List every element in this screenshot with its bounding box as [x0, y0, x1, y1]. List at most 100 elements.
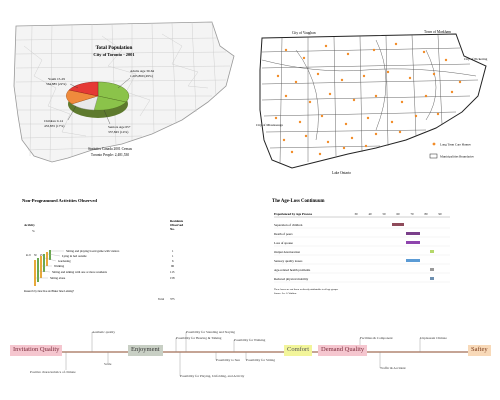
age-row-3-label: Output deterioration [274, 250, 300, 254]
activities-chart: Non-Programmed Activities Observed Activ… [22, 198, 184, 301]
node-playing: Possibility for Playing, Unfolding, and … [180, 374, 245, 378]
comfort-box: Comfort [284, 345, 313, 356]
source-line-1: Statistics Canada 2001 Census [88, 147, 133, 151]
age-row-5-label: Age-related health problems [274, 268, 311, 272]
activity-row-4-label: Sitting and talking with one or more res… [52, 270, 108, 274]
age-tick-80: 80 [425, 212, 429, 216]
activities-col-residents-3: No. [170, 227, 175, 231]
label-lake-ontario: Lake Ontario [332, 171, 351, 175]
activity-row-5-value: 158 [170, 276, 175, 280]
activity-row-5-label: Sitting alone [50, 276, 66, 280]
age-row-6-label: Reduced physical mobility [274, 277, 309, 281]
activity-row-1-value: 1 [172, 254, 174, 258]
age-loss-panel: The Age-Loss Continuum Experienced by Ag… [270, 196, 470, 308]
label-seniors: Seniors Age 65+ [108, 125, 131, 129]
age-tick-90: 90 [439, 212, 443, 216]
population-title: Total Population [96, 45, 133, 51]
activities-title: Non-Programmed Activities Observed [22, 198, 97, 203]
activity-row-3-value: 96 [171, 264, 175, 268]
node-climate: Unpleasant Climate [420, 336, 447, 340]
label-youth-value: 564,885 (22%) [46, 82, 66, 87]
age-bar-death-peers [406, 232, 420, 235]
node-facilities: Facilities & Component [360, 336, 393, 340]
activities-col-pct: % [32, 229, 35, 233]
label-vaughan: City of Vaughan [292, 31, 316, 35]
age-loss-chart: The Age-Loss Continuum Experienced by Ag… [272, 199, 450, 295]
label-youth: Youth 15-29 [48, 77, 65, 81]
age-tick-50: 50 [383, 212, 387, 216]
activity-leaders [36, 250, 64, 279]
node-positive-climate: Positive characteristics of climate [30, 370, 76, 374]
invitation-quality-box: Invitation Quality [10, 345, 63, 356]
age-row-1-label: Death of peers [274, 232, 293, 236]
age-tick-40: 40 [369, 212, 373, 216]
timeline-svg [52, 332, 476, 376]
age-bar-spouse [406, 241, 420, 244]
axis-label-3: 25 [40, 254, 43, 257]
age-row-4-label: Sensory quality losses [274, 259, 303, 263]
pie-slice-adults [97, 81, 130, 103]
label-adults-value: 1,265,860 (49%) [130, 74, 153, 79]
node-sitting: Possibility for Sitting [246, 358, 276, 362]
age-bar-separation [392, 223, 404, 226]
population-map-panel: Total Population City of Toronto - 2001 … [12, 16, 238, 168]
tract-lines [15, 21, 231, 163]
activities-col-residents-2: Observed [170, 223, 183, 227]
road-network [261, 34, 479, 165]
activity-row-0-label: Sitting and playing board game with visi… [66, 249, 120, 253]
age-footnote-2: Source: Lee S. Watkins [274, 292, 296, 295]
enjoyment-box: Enjoyment [128, 345, 163, 356]
label-children: Children 0-14 [44, 119, 63, 123]
age-bars [392, 223, 434, 280]
activities-total-label: Total [158, 297, 164, 301]
age-bar-sensory [406, 259, 420, 262]
age-bar-mobility [430, 277, 434, 280]
bar-sitting-alone [34, 260, 36, 286]
legend-boundary-swatch [429, 153, 438, 159]
activity-axis-labels: 41.8 30 25 [26, 254, 43, 257]
age-footnote-1: These losses are not linear or directly … [274, 288, 339, 291]
node-aesthetic: Aesthetic quality [92, 330, 116, 334]
age-row-2-label: Loss of spouse [274, 241, 294, 245]
legend-facility-label: Long Term Care Homes [440, 143, 472, 147]
age-bar-output [430, 250, 434, 253]
source-line-2: Toronto People: 2,481,530 [91, 153, 129, 158]
node-hearing: Possibility for Hearing & Talking [176, 336, 222, 340]
node-scale: Scale [104, 362, 112, 366]
activity-row-0-value: 1 [172, 249, 174, 253]
node-sun: Possibility to Sun [216, 358, 240, 362]
bar-lying [46, 252, 48, 266]
activities-col-residents-1: Residents [170, 219, 184, 223]
quality-timeline: Invitation Quality Enjoyment Comfort Dem… [0, 330, 500, 390]
pie-slice-adults-b [93, 95, 127, 111]
activities-col-activity: Activity [24, 223, 35, 227]
age-tick-70: 70 [411, 212, 415, 216]
bar-walking [40, 256, 42, 278]
age-row-rules [274, 227, 450, 283]
age-loss-title: The Age-Loss Continuum [272, 199, 325, 204]
label-seniors-value: 337,845 (14%) [108, 130, 128, 135]
label-mississauga: City of Mississauga [256, 123, 283, 127]
age-loss-col-header: Experienced by Age Process [274, 212, 313, 216]
axis-label-1: 41.8 [26, 254, 31, 257]
legend-boundary-label: Municipalities Boundaries [440, 155, 474, 159]
activity-row-2-value: 6 [172, 259, 174, 263]
city-boundary [259, 33, 487, 169]
age-row-labels: Separation of children Death of peers Lo… [274, 223, 311, 281]
pie-slice-youth [68, 81, 99, 97]
activity-row-3-label: Walking [54, 264, 65, 268]
legend-facility-dot [432, 142, 436, 146]
facilities-map: City of Vaughan Town of Markham City of … [256, 30, 488, 175]
bar-gardening [43, 254, 45, 272]
node-traffic: Traffic & Accident [380, 366, 406, 370]
activities-footnote: Research by Jane Doe and Baker June Lann… [24, 290, 75, 293]
facility-dots [274, 42, 462, 156]
age-tick-60: 60 [397, 212, 401, 216]
axis-label-2: 30 [34, 254, 37, 257]
activity-row-2-label: Gardening [58, 259, 71, 263]
pie-leaders [67, 77, 131, 125]
age-bar-health [430, 268, 434, 271]
demand-quality-box: Demand Quality [318, 345, 368, 356]
bar-board-game [49, 250, 51, 260]
population-subtitle: City of Toronto - 2001 [93, 52, 134, 57]
